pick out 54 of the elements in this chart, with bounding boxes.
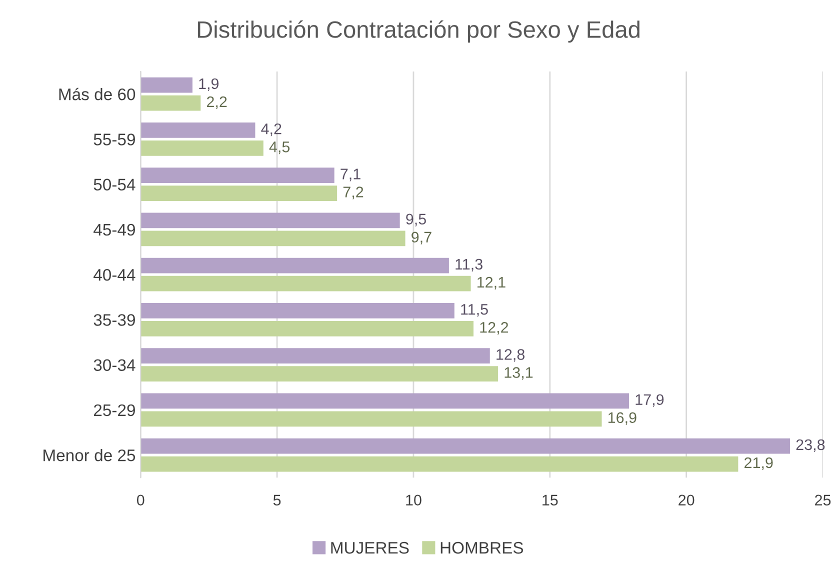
data-label: 11,5 [461, 304, 488, 317]
bar [140, 77, 192, 93]
y-tick-label: 25-29 [94, 404, 135, 416]
data-label: 7,1 [340, 168, 360, 182]
data-label: 12,2 [480, 322, 508, 335]
data-label: 4,2 [261, 123, 282, 136]
y-tick-label: Más de 60 [59, 88, 136, 100]
y-tick-label: 50-54 [94, 178, 136, 191]
y-tick-label: 30-34 [94, 359, 136, 372]
bar [140, 456, 738, 472]
data-label: 11,3 [456, 258, 482, 272]
bar [140, 366, 498, 382]
data-label: 16,9 [608, 412, 636, 425]
bar [140, 168, 334, 183]
x-tick-label: 25 [815, 494, 831, 506]
data-label: 12,1 [478, 276, 506, 290]
x-tick-label: 5 [273, 494, 281, 506]
y-tick-label: 45-49 [94, 224, 135, 236]
bar [140, 212, 400, 228]
data-label: 9,7 [412, 232, 432, 244]
data-label: 13,1 [504, 367, 533, 380]
bar [140, 230, 406, 246]
bar [140, 95, 201, 111]
bar [140, 348, 490, 364]
data-label: 21,9 [744, 457, 773, 470]
data-label: 9,5 [406, 214, 426, 226]
data-label: 2,2 [206, 96, 227, 109]
data-label: 1,9 [199, 78, 219, 91]
legend-label: HOMBRES [440, 542, 524, 554]
legend-label: MUJERES [331, 542, 409, 554]
data-label: 4,5 [269, 142, 290, 154]
x-tick-label: 15 [542, 494, 558, 506]
bar [140, 186, 338, 202]
y-tick-label: 35-39 [94, 314, 135, 326]
bar [140, 393, 630, 409]
y-tick-label: 40-44 [94, 268, 136, 281]
bar [140, 438, 790, 454]
data-label: 12,8 [496, 349, 525, 362]
bar [140, 411, 602, 427]
x-tick-label: 0 [136, 494, 144, 506]
bar [140, 122, 256, 138]
bar [140, 258, 449, 274]
bar [140, 302, 454, 318]
data-label: 7,2 [343, 186, 364, 200]
y-tick-label: Menor de 25 [44, 449, 136, 462]
x-tick-label: 20 [678, 494, 694, 506]
bar [140, 321, 474, 336]
chart-title: Distribución Contratación por Sexo y Edad [198, 20, 640, 43]
y-tick-label: 55-59 [94, 134, 135, 146]
data-label: 23,8 [796, 439, 825, 452]
x-tick-label: 10 [406, 494, 422, 506]
bar [140, 140, 264, 156]
bar [140, 276, 471, 292]
data-label: 17,9 [636, 394, 664, 407]
